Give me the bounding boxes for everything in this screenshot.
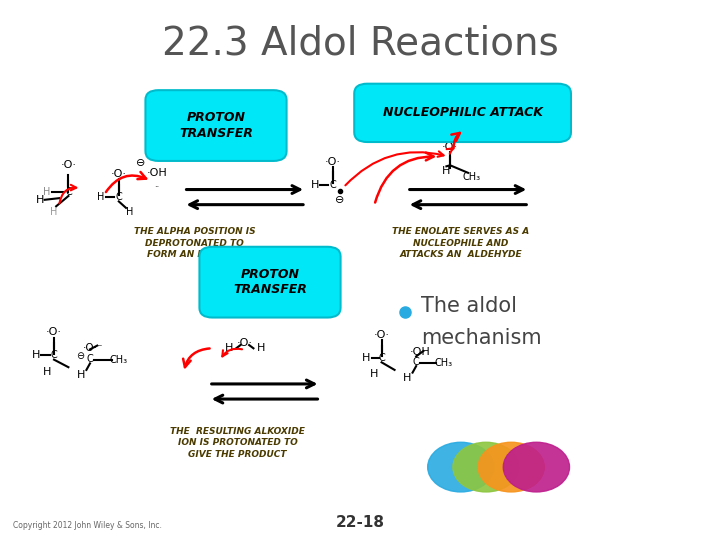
Text: C: C	[378, 353, 385, 363]
Text: ·O·: ·O·	[325, 157, 341, 167]
Text: ·OH: ·OH	[147, 168, 167, 178]
Text: ··: ··	[154, 184, 160, 193]
Text: C: C	[86, 354, 94, 364]
Circle shape	[478, 442, 544, 492]
Text: H: H	[50, 207, 58, 217]
Text: THE ENOLATE SERVES AS A
NUCLEOPHILE AND
ATTACKS AN  ALDEHYDE: THE ENOLATE SERVES AS A NUCLEOPHILE AND …	[392, 227, 529, 259]
Text: H: H	[310, 180, 319, 190]
Text: ·O·: ·O·	[442, 142, 458, 152]
Text: C: C	[115, 192, 122, 202]
Text: ·O·: ·O·	[374, 330, 390, 340]
FancyBboxPatch shape	[145, 90, 287, 161]
Text: Copyright 2012 John Wiley & Sons, Inc.: Copyright 2012 John Wiley & Sons, Inc.	[13, 521, 162, 530]
Text: H: H	[77, 370, 86, 380]
Text: THE ALPHA POSITION IS
DEPROTONATED TO
FORM AN ENOLATE: THE ALPHA POSITION IS DEPROTONATED TO FO…	[134, 227, 255, 259]
Text: 22-18: 22-18	[336, 515, 384, 530]
Text: ·O·: ·O·	[111, 170, 127, 179]
Text: H: H	[442, 166, 451, 176]
Text: H: H	[35, 195, 44, 205]
Circle shape	[503, 442, 570, 492]
Text: H: H	[43, 187, 50, 197]
Text: PROTON
TRANSFER: PROTON TRANSFER	[233, 268, 307, 296]
Text: ·O·: ·O·	[46, 327, 62, 337]
Text: ·O·⁻: ·O·⁻	[84, 343, 104, 353]
Text: H: H	[225, 343, 233, 353]
Text: H: H	[370, 369, 379, 379]
Circle shape	[453, 442, 519, 492]
Text: ·O·: ·O·	[60, 160, 76, 170]
Text: ··: ··	[154, 156, 160, 165]
Text: ·O·: ·O·	[237, 338, 253, 348]
Text: H: H	[97, 192, 104, 202]
Text: ·OH: ·OH	[410, 347, 430, 357]
Text: mechanism: mechanism	[421, 327, 542, 348]
Text: THE  RESULTING ALKOXIDE
ION IS PROTONATED TO
GIVE THE PRODUCT: THE RESULTING ALKOXIDE ION IS PROTONATED…	[170, 427, 305, 459]
Circle shape	[428, 442, 494, 492]
Text: NUCLEOPHILIC ATTACK: NUCLEOPHILIC ATTACK	[382, 106, 543, 119]
Text: ⊖: ⊖	[335, 195, 345, 205]
Text: ⊖: ⊖	[76, 352, 85, 361]
Text: CH₃: CH₃	[434, 358, 453, 368]
Text: C: C	[413, 357, 420, 367]
Text: H: H	[256, 343, 265, 353]
Text: H: H	[403, 373, 412, 383]
Text: CH₃: CH₃	[462, 172, 481, 182]
Text: C: C	[329, 180, 336, 190]
Text: C: C	[65, 187, 72, 197]
Text: H: H	[32, 350, 40, 360]
Text: The aldol: The aldol	[421, 296, 517, 316]
Text: C: C	[50, 350, 58, 360]
FancyBboxPatch shape	[354, 84, 571, 142]
FancyBboxPatch shape	[199, 247, 341, 318]
Text: 22.3 Aldol Reactions: 22.3 Aldol Reactions	[161, 24, 559, 62]
Text: CH₃: CH₃	[109, 355, 128, 365]
Text: PROTON
TRANSFER: PROTON TRANSFER	[179, 111, 253, 140]
Text: ⊖: ⊖	[136, 158, 146, 168]
Text: H: H	[126, 207, 133, 217]
Text: H: H	[361, 353, 370, 363]
Text: H: H	[42, 367, 51, 376]
